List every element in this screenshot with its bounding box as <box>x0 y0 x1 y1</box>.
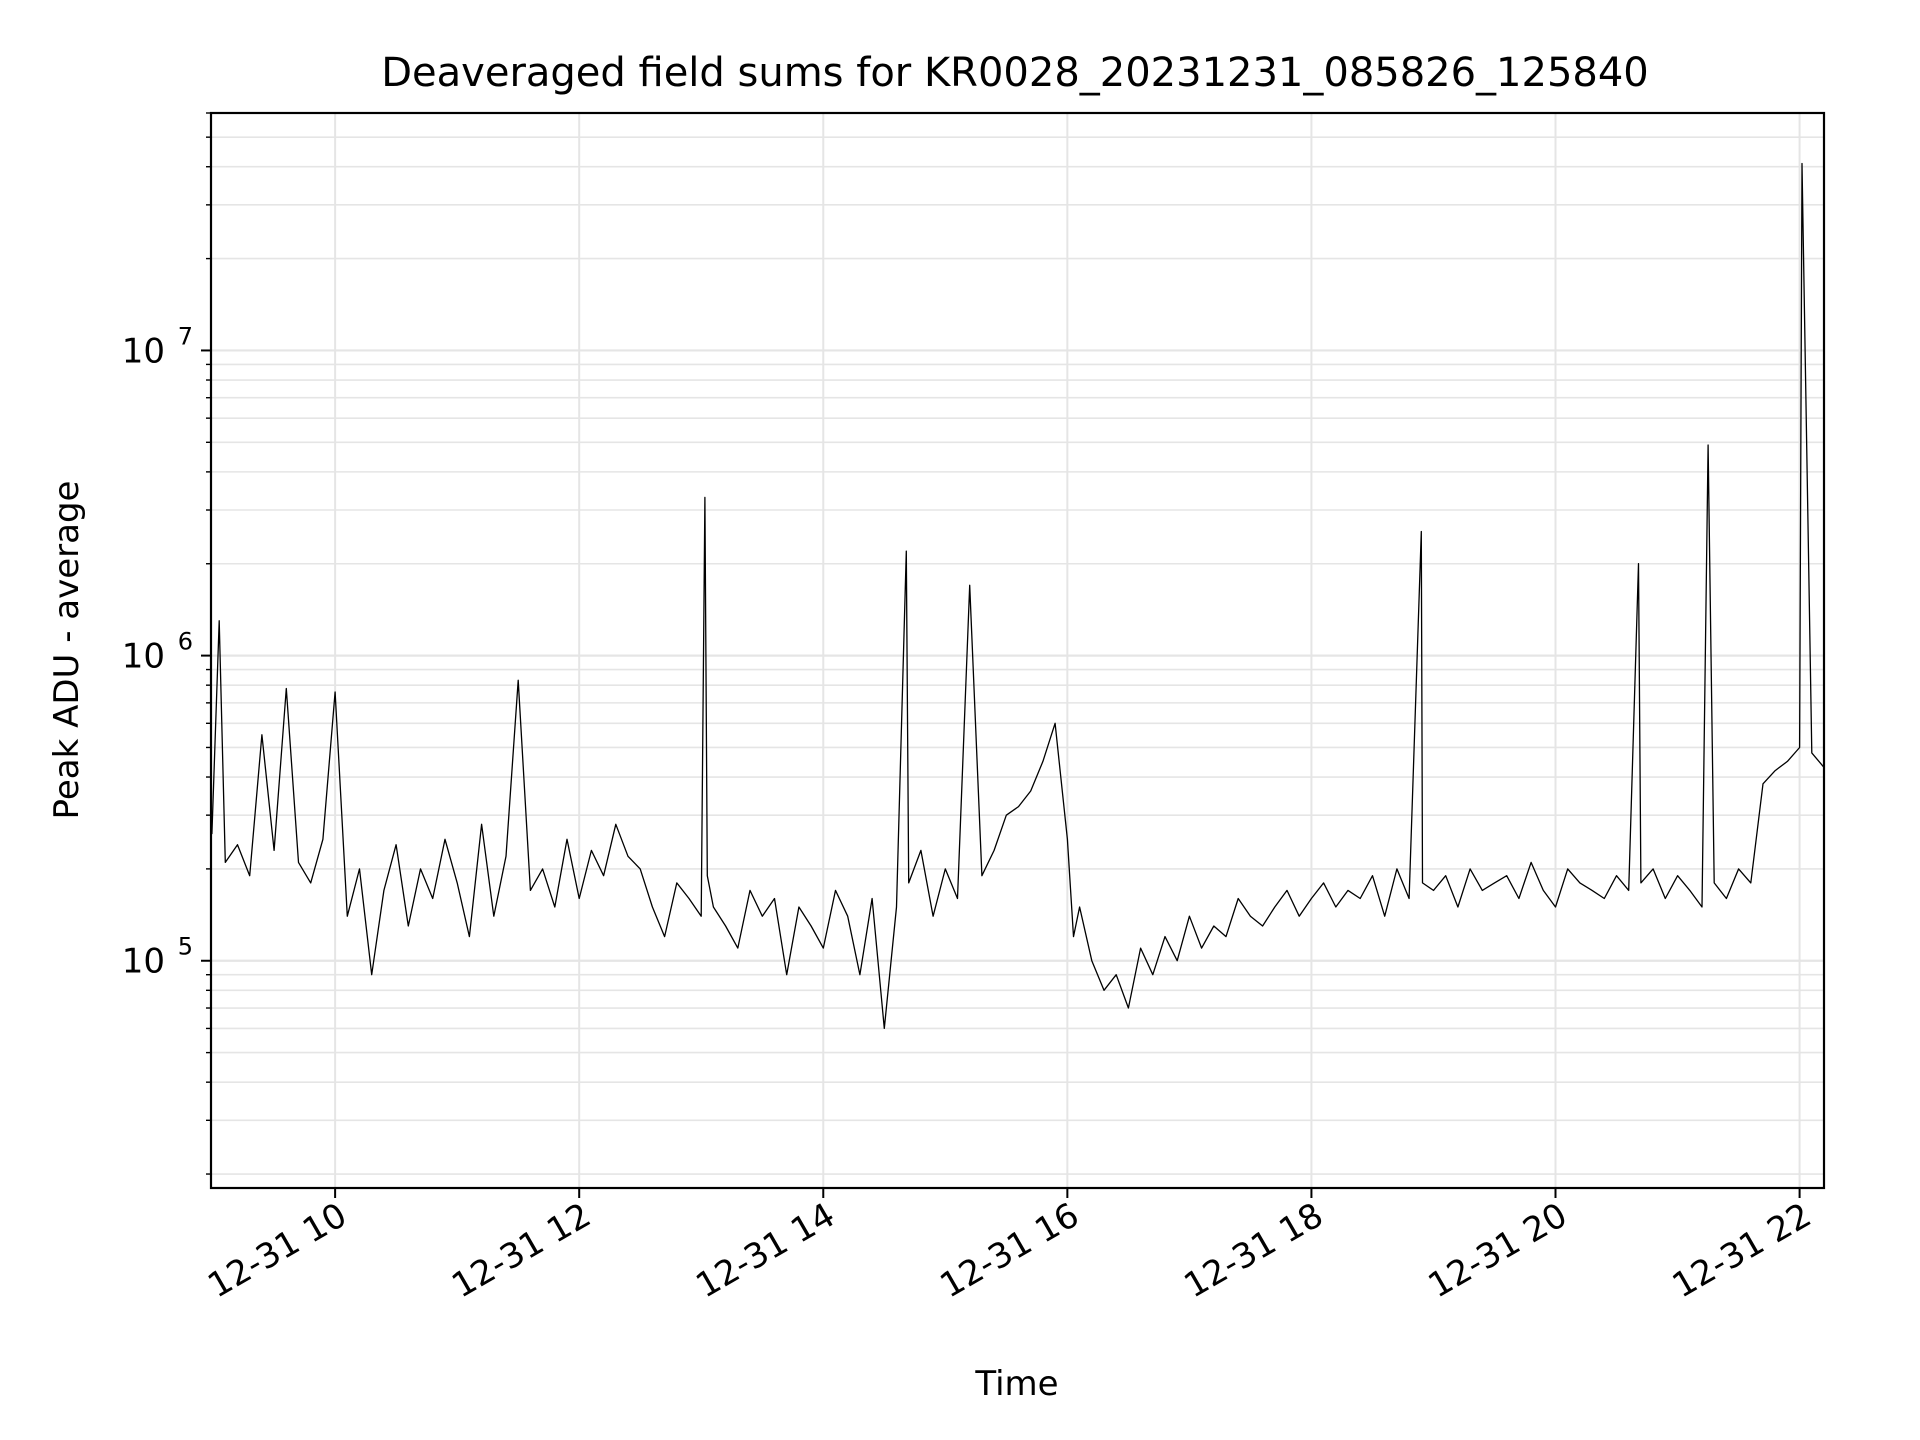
x-axis-label: Time <box>974 1364 1058 1404</box>
series-group <box>211 162 1825 1030</box>
y-tick-exponent: 5 <box>178 933 193 961</box>
chart-title: Deaveraged field sums for KR0028_2023123… <box>381 50 1649 96</box>
y-axis-label: Peak ADU - average <box>47 481 87 820</box>
y-tick-base: 10 <box>122 331 165 371</box>
y-tick-exponent: 7 <box>178 322 193 350</box>
y-tick-base: 10 <box>122 637 165 677</box>
series-line <box>211 162 1825 1030</box>
y-axis: 10 5 10 6 10 7 <box>122 112 211 1175</box>
y-tick-exponent: 6 <box>178 628 193 656</box>
y-tick-label: 10 <box>122 331 165 371</box>
plot-frame <box>209 111 1826 1190</box>
y-tick-label: 10 <box>122 637 165 677</box>
grid <box>211 112 1824 1188</box>
y-tick-base: 10 <box>122 942 165 982</box>
y-tick-label: 10 <box>122 942 165 982</box>
